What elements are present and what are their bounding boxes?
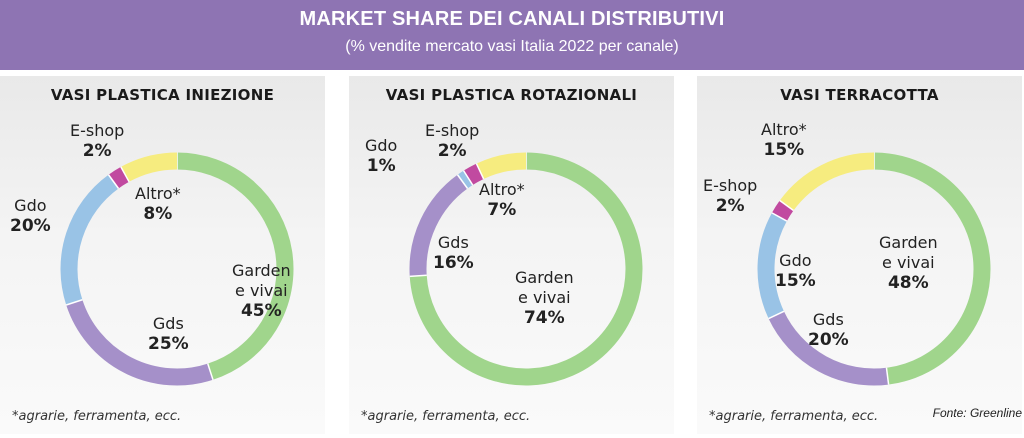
slice-separator: [107, 174, 120, 189]
source-credit: Fonte: Greenline: [932, 406, 1022, 420]
panel-vasi-plastica-rotazionali: VASI PLASTICA ROTAZIONALI Garden e vivai 7…: [349, 76, 674, 434]
slice-separator: [768, 310, 785, 320]
slice-e-shop: [463, 163, 484, 186]
slice-label-e-shop: E-shop 2%: [70, 121, 124, 161]
slice-value: 2%: [437, 141, 467, 161]
slice-label-gdo: Gdo 1%: [365, 136, 397, 176]
slice-separator: [207, 363, 214, 381]
slice-name: Altro*: [135, 184, 181, 203]
slice-name: e vivai: [882, 253, 935, 272]
slice-value: 1%: [366, 156, 396, 176]
slice-name: Garden: [232, 261, 291, 280]
slice-label-gds: Gds 16%: [433, 233, 474, 273]
slice-name: E-shop: [425, 121, 480, 140]
slice-value: 7%: [487, 200, 517, 220]
slice-name: Garden: [879, 233, 938, 252]
slice-value: 15%: [775, 271, 816, 291]
slice-value: 25%: [148, 334, 189, 354]
slice-value: 8%: [143, 204, 173, 224]
slice-label-altro: Altro* 7%: [479, 180, 525, 220]
panel-vasi-plastica-iniezione: VASI PLASTICA INIEZIONE Garden e vivai 45%…: [0, 76, 325, 434]
slice-label-altro: Altro* 15%: [761, 120, 807, 160]
donut-chart: [60, 152, 294, 386]
slice-name: e vivai: [518, 288, 571, 307]
panel-vasi-terracotta: VASI TERRACOTTA Fonte: Greenline Garden e…: [697, 76, 1022, 434]
slice-separator: [475, 163, 485, 180]
slice-label-garden-e-vivai: Garden e vivai 48%: [879, 233, 938, 293]
panel-title: VASI PLASTICA INIEZIONE: [50, 86, 275, 104]
slice-separator: [456, 174, 469, 189]
slice-gdo: [457, 170, 473, 189]
slice-name: Garden: [515, 268, 574, 287]
chart-subtitle: (% vendite mercato vasi Italia 2022 per …: [345, 38, 679, 55]
slice-garden-e-vivai: [409, 152, 643, 386]
footnote: *agrarie, ferramenta, ecc.: [709, 409, 879, 424]
panel-title: VASI TERRACOTTA: [780, 86, 939, 104]
slice-label-gds: Gds 25%: [148, 314, 189, 354]
slice-value: 45%: [240, 301, 282, 321]
chart-header: MARKET SHARE DEI CANALI DISTRIBUTIVI (% …: [0, 0, 1024, 70]
slice-name: Gds: [812, 310, 844, 329]
slice-label-gds: Gds 20%: [808, 310, 849, 350]
slice-separator: [120, 166, 130, 183]
slice-garden-e-vivai: [176, 152, 294, 380]
slice-value: 20%: [808, 330, 849, 350]
slice-altro: [476, 152, 527, 180]
slice-altro: [779, 152, 875, 211]
slice-gdo: [60, 174, 119, 305]
slice-name: E-shop: [703, 176, 758, 195]
slice-value: 74%: [523, 308, 565, 328]
footnote: *agrarie, ferramenta, ecc.: [12, 409, 182, 424]
slice-label-garden-e-vivai: Garden e vivai 45%: [232, 261, 291, 321]
slice-name: Gds: [152, 314, 184, 333]
slice-separator: [462, 170, 474, 186]
slice-label-e-shop: E-shop 2%: [703, 176, 757, 216]
slice-name: Gdo: [779, 251, 812, 270]
slice-gds: [409, 174, 468, 277]
slice-e-shop: [771, 200, 794, 222]
slice-separator: [779, 199, 794, 212]
slice-separator: [65, 299, 83, 306]
slice-garden-e-vivai: [873, 152, 991, 385]
slice-value: 2%: [82, 141, 112, 161]
slice-name: E-shop: [70, 121, 125, 140]
chart-title: MARKET SHARE DEI CANALI DISTRIBUTIVI: [299, 8, 725, 30]
slice-separator: [771, 212, 788, 222]
slice-value: 2%: [715, 196, 745, 216]
slice-value: 20%: [10, 216, 51, 236]
donut-chart: [757, 152, 991, 386]
slice-name: Gdo: [14, 196, 47, 215]
slice-value: 15%: [763, 140, 805, 160]
slice-value: 16%: [433, 253, 474, 273]
slice-label-altro: Altro* 8%: [135, 184, 181, 224]
slice-altro: [120, 152, 178, 182]
slice-gds: [66, 299, 213, 386]
slice-name: Altro*: [479, 180, 525, 199]
donut-chart: [409, 152, 643, 386]
slice-separator: [409, 274, 427, 278]
slice-separator: [885, 367, 890, 385]
slice-label-gdo: Gdo 20%: [10, 196, 51, 236]
slice-value: 48%: [887, 273, 929, 293]
panel-title: VASI PLASTICA ROTAZIONALI: [385, 86, 638, 104]
slice-gdo: [757, 212, 787, 319]
slice-name: e vivai: [235, 281, 288, 300]
slice-label-e-shop: E-shop 2%: [425, 121, 479, 161]
footnote: *agrarie, ferramenta, ecc.: [361, 409, 531, 424]
slice-label-garden-e-vivai: Garden e vivai 74%: [515, 268, 574, 328]
slice-name: Gdo: [365, 136, 398, 155]
slice-name: Gds: [437, 233, 469, 252]
slice-label-gdo: Gdo 15%: [775, 251, 816, 291]
slice-gds: [768, 311, 889, 386]
slice-name: Altro*: [761, 120, 807, 139]
slice-e-shop: [108, 166, 130, 189]
